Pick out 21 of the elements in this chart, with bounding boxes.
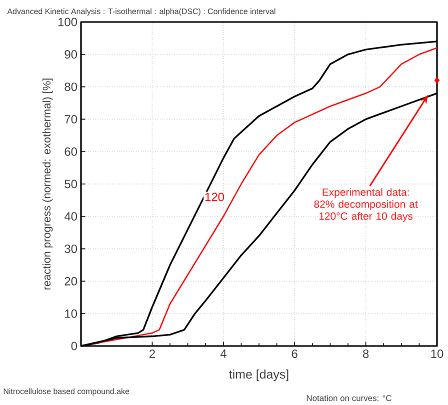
x-tick-label: 6	[292, 350, 298, 358]
y-tick-label: 0	[71, 342, 78, 350]
x-axis-title: time [days]	[229, 370, 288, 382]
y-tick-label: 30	[64, 244, 78, 254]
y-tick-label: 10	[65, 309, 78, 318]
y-tick-label: 90	[64, 50, 78, 59]
y-tick-label: 50	[64, 180, 78, 188]
y-tick-label: 20	[64, 276, 78, 286]
y-tick-label: 80	[64, 82, 78, 92]
y-tick-label: 70	[64, 114, 78, 124]
x-tick-label: 10	[431, 350, 444, 358]
x-tick-label: 8	[363, 350, 369, 358]
y-tick-label: 100	[58, 18, 78, 26]
y-tick-label: 40	[64, 212, 78, 221]
y-axis-title: reaction progress (normed: exothermal) [%]	[42, 78, 53, 290]
y-tick-label: 60	[64, 147, 78, 156]
text: Notation on curves: °C	[306, 394, 392, 402]
annotation: Experimental data: 82% decomposition at 120°C after 10 days	[314, 188, 418, 222]
x-tick-label: 2	[149, 350, 155, 358]
x-tick-label: 4	[220, 350, 226, 358]
series-label: 120	[205, 192, 224, 202]
